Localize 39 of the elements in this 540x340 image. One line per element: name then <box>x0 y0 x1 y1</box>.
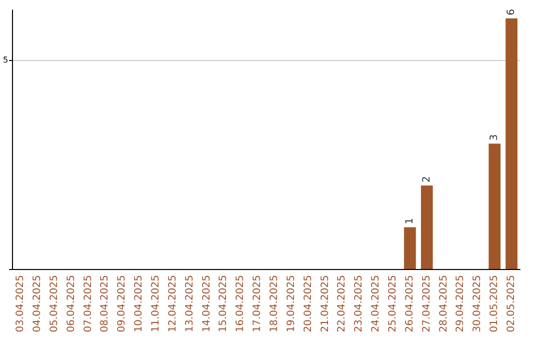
x-tick-label: 01.05.2025 <box>489 275 500 332</box>
bar <box>404 227 416 269</box>
x-tick-label: 24.04.2025 <box>370 275 382 332</box>
x-tick-label: 14.04.2025 <box>201 275 212 332</box>
data-label: 1 <box>404 218 416 224</box>
x-tick-label: 07.04.2025 <box>82 275 94 332</box>
x-tick-label: 28.04.2025 <box>438 275 450 332</box>
x-tick-label: 10.04.2025 <box>134 275 145 332</box>
x-tick-label: 26.04.2025 <box>404 275 416 332</box>
data-label: 2 <box>421 176 432 182</box>
bar <box>420 185 433 269</box>
x-tick-label: 30.04.2025 <box>472 275 484 332</box>
x-tick-label: 03.04.2025 <box>15 275 26 332</box>
x-tick-label: 12.04.2025 <box>167 275 178 332</box>
x-tick-label: 27.04.2025 <box>421 275 432 332</box>
data-label: 6 <box>506 8 518 16</box>
x-tick-label: 18.04.2025 <box>269 275 280 332</box>
bar <box>506 18 518 269</box>
x-tick-label: 16.04.2025 <box>235 275 246 332</box>
data-label: 3 <box>489 134 500 141</box>
x-tick-label: 08.04.2025 <box>100 275 111 332</box>
x-tick-label: 19.04.2025 <box>286 275 297 332</box>
x-tick-label: 20.04.2025 <box>302 275 314 332</box>
x-tick-label: 17.04.2025 <box>252 275 264 332</box>
x-tick-label: 02.05.2025 <box>506 275 518 332</box>
x-tick-label: 21.04.2025 <box>320 275 331 332</box>
x-tick-label: 06.04.2025 <box>66 275 77 332</box>
x-tick-label: 04.04.2025 <box>32 275 43 332</box>
bar <box>488 144 501 269</box>
x-tick-label: 11.04.2025 <box>150 275 162 332</box>
x-tick-label: 09.04.2025 <box>116 275 128 332</box>
x-tick-label: 25.04.2025 <box>388 275 399 332</box>
x-tick-label: 05.04.2025 <box>48 275 60 332</box>
x-tick-label: 22.04.2025 <box>336 275 348 332</box>
x-tick-label: 29.04.2025 <box>455 275 466 332</box>
x-tick-label: 13.04.2025 <box>184 275 196 332</box>
x-tick-label: 15.04.2025 <box>218 275 230 332</box>
x-tick-label: 23.04.2025 <box>354 275 365 332</box>
y-tick-label: 5 <box>2 56 8 65</box>
